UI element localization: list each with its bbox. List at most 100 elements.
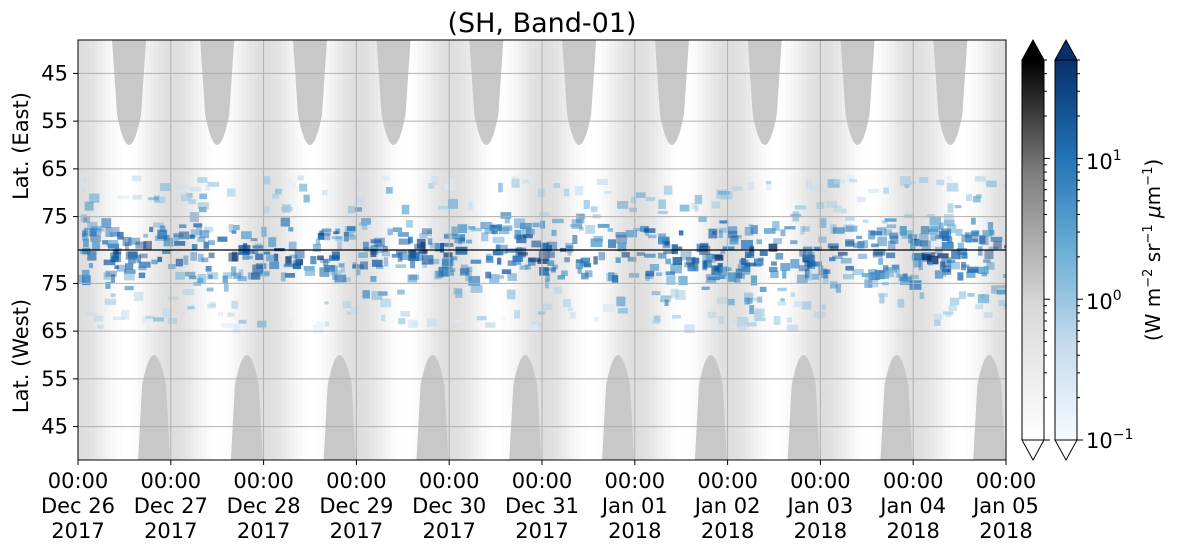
aurora-cell [538, 251, 550, 261]
aurora-cell [818, 236, 827, 243]
aurora-cell [207, 303, 216, 309]
aurora-cell [777, 287, 787, 292]
aurora-cell [919, 292, 925, 299]
aurora-cell [665, 271, 676, 276]
colorbar-gray-min-arrow [1021, 439, 1045, 462]
aurora-cell [616, 234, 628, 244]
aurora-cell [159, 183, 172, 192]
aurora-cell [679, 204, 690, 212]
aurora-cell [716, 296, 728, 305]
aurora-cell [777, 301, 787, 306]
aurora-cell [772, 221, 780, 231]
aurora-cell [713, 266, 721, 272]
aurora-cell [902, 273, 908, 278]
aurora-cell [594, 316, 599, 323]
aurora-cell [739, 259, 749, 264]
aurora-cell [987, 222, 994, 231]
aurora-cell [398, 318, 406, 325]
aurora-cell [157, 229, 168, 239]
aurora-cell [983, 266, 989, 275]
aurora-cell [744, 297, 750, 305]
aurora-cell [1003, 182, 1006, 188]
aurora-cell [418, 249, 428, 254]
aurora-cell [124, 242, 129, 250]
y-ticks: 45 55 65 75 75 65 55 45 [41, 61, 78, 439]
aurora-cell [738, 324, 747, 332]
aurora-cell [409, 250, 416, 259]
aurora-cell [94, 315, 104, 322]
aurora-cell [684, 262, 695, 268]
aurora-cell [139, 253, 148, 259]
aurora-cell [397, 289, 405, 295]
aurora-cell [941, 257, 952, 268]
aurora-cell [653, 315, 661, 322]
aurora-cell [245, 249, 255, 254]
aurora-cell [428, 182, 435, 189]
aurora-cell [537, 259, 549, 264]
aurora-cell [251, 250, 259, 255]
aurora-cell [204, 226, 213, 233]
aurora-cell [242, 243, 248, 253]
aurora-cell [391, 253, 400, 258]
aurora-cell [773, 238, 783, 245]
aurora-cell [899, 225, 907, 236]
aurora-cell [633, 227, 642, 232]
aurora-cell [975, 304, 984, 310]
aurora-cell [812, 273, 820, 280]
aurora-cell [197, 273, 207, 284]
aurora-cell [489, 224, 502, 232]
colorbar-gray [1021, 38, 1050, 462]
aurora-cell [794, 205, 806, 210]
aurora-cell [918, 260, 923, 271]
aurora-cell [322, 190, 328, 196]
aurora-cell [183, 255, 189, 265]
aurora-cell [330, 270, 342, 276]
colorbar-blue [1054, 38, 1083, 462]
aurora-cell [553, 183, 561, 189]
daylight-mask-east [293, 40, 327, 145]
aurora-cell [435, 270, 444, 279]
aurora-cell [131, 175, 142, 182]
aurora-cell [231, 251, 238, 262]
aurora-cell [553, 287, 562, 294]
aurora-cell [685, 256, 696, 265]
aurora-cell [845, 265, 854, 271]
aurora-cell [419, 233, 428, 239]
aurora-cell [805, 179, 812, 190]
aurora-cell [168, 264, 176, 270]
aurora-cell [450, 256, 458, 261]
aurora-cell [82, 247, 91, 255]
aurora-cell [699, 242, 709, 248]
aurora-cell [967, 293, 975, 297]
aurora-cell [312, 324, 324, 334]
aurora-cell [358, 252, 368, 258]
aurora-cell [735, 268, 742, 279]
aurora-cell [383, 257, 389, 267]
aurora-cell [127, 251, 138, 258]
aurora-cell [110, 293, 116, 298]
aurora-cell [441, 259, 453, 269]
aurora-cell [876, 226, 887, 231]
aurora-cell [143, 240, 152, 251]
aurora-cell [232, 224, 240, 231]
daylight-masks [112, 40, 1006, 460]
aurora-cell [725, 267, 732, 271]
aurora-cell [223, 272, 233, 279]
aurora-cell [544, 267, 556, 272]
aurora-cell [691, 257, 700, 264]
aurora-cell [355, 269, 361, 276]
aurora-cell [431, 175, 439, 186]
x-ticks: 00:00 Dec 26 2017 00:00 Dec 27 2017 00:00 Dec 2… [41, 460, 1039, 543]
x-tick-label: 00:00 Jan 02 2018 [693, 469, 761, 543]
aurora-cell [124, 263, 134, 270]
aurora-cell [750, 275, 758, 286]
aurora-cell [233, 272, 241, 279]
aurora-cell [358, 222, 368, 226]
aurora-cell [712, 254, 722, 260]
aurora-cell [476, 316, 487, 321]
aurora-cell [986, 262, 995, 270]
aurora-cell [715, 273, 721, 281]
aurora-cell [125, 251, 137, 260]
aurora-cell [218, 311, 224, 317]
aurora-cell [512, 255, 524, 262]
